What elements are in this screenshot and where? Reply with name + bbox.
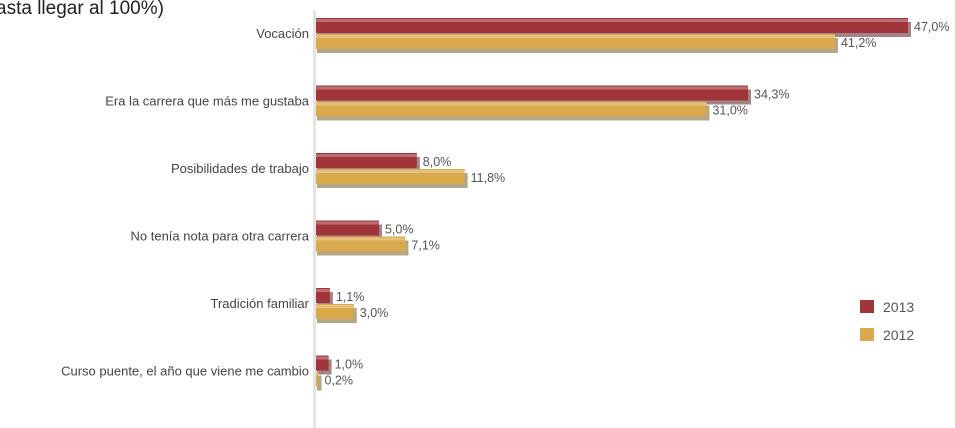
value-label: 11,8%	[471, 171, 506, 185]
category-label: Posibilidades de trabajo	[171, 161, 309, 176]
category-label: No tenía nota para otra carrera	[131, 229, 310, 244]
value-label: 5,0%	[385, 223, 414, 237]
value-label: 8,0%	[423, 155, 452, 169]
value-label: 0,2%	[325, 374, 354, 388]
category-label: Curso puente, el año que viene me cambio	[61, 364, 309, 379]
value-label: 34,3%	[754, 88, 789, 102]
bar-highlight	[316, 305, 354, 308]
value-label: 47,0%	[914, 20, 949, 34]
value-label: 1,0%	[335, 358, 364, 372]
bar-shadow	[317, 375, 322, 391]
value-label: 7,1%	[411, 239, 440, 253]
bar-2012	[316, 371, 319, 387]
legend: 2013 2012	[860, 299, 914, 343]
bar-highlight	[316, 170, 465, 173]
category-label: Tradición familiar	[211, 296, 310, 311]
y-axis-line	[313, 10, 316, 428]
value-label: 41,2%	[841, 36, 876, 50]
bar-highlight	[316, 372, 319, 376]
value-label: 1,1%	[336, 290, 365, 304]
value-label: 31,0%	[712, 104, 747, 118]
value-label: 3,0%	[360, 306, 389, 320]
bar-highlight	[316, 237, 406, 241]
category-label: Era la carrera que más me gustaba	[105, 94, 310, 109]
labels-layer: Vocación 47,0% 41,2% Era la carrera que más…	[61, 20, 949, 388]
bar-highlight	[316, 289, 330, 292]
bar-highlight	[316, 86, 749, 90]
bar-highlight	[316, 221, 379, 225]
legend-label: 2012	[883, 327, 914, 343]
axis-layer	[313, 10, 316, 428]
bar-highlight	[316, 154, 417, 157]
bar-highlight	[316, 102, 707, 106]
bar-highlight	[316, 356, 329, 360]
bars-layer	[316, 18, 911, 391]
chart-title: asta llegar al 100%)	[0, 0, 164, 19]
bar-highlight	[316, 35, 835, 38]
legend-swatch-2013	[860, 300, 874, 313]
legend-swatch-2012	[860, 328, 874, 341]
category-label: Vocación	[256, 26, 309, 41]
bar-highlight	[316, 19, 908, 22]
legend-label: 2013	[883, 299, 914, 315]
